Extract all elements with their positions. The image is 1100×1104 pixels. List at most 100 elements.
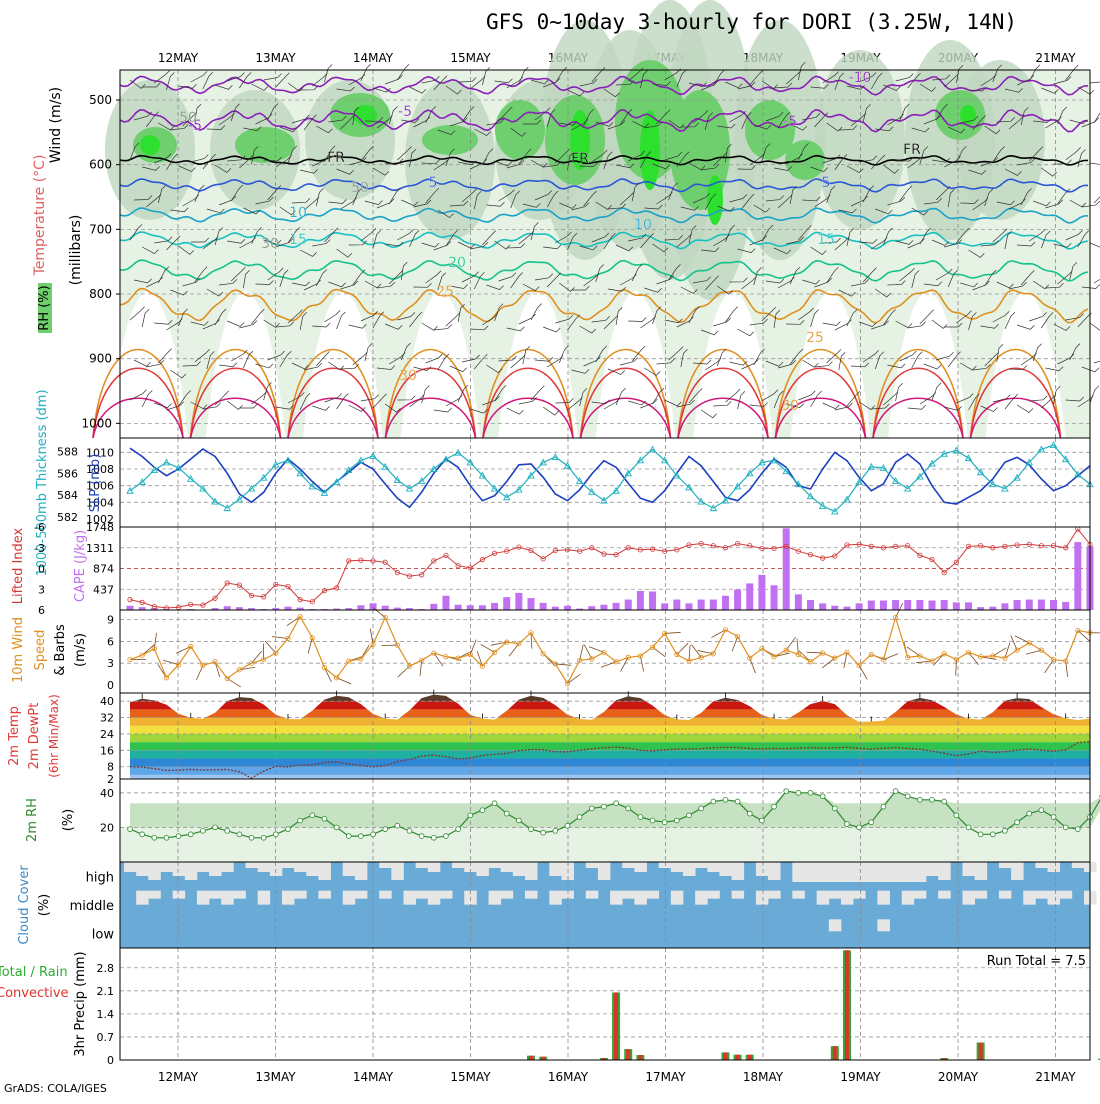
cloud-clear-cell [829,862,842,882]
cape-bar [479,605,486,610]
cape-bar [430,604,437,610]
cloud-clear-cell [294,862,307,872]
cloud-clear-cell [756,862,769,876]
rh-point [176,834,181,839]
rh-shade-bright [640,110,660,190]
cape-bar [807,600,814,610]
contour-label: 15 [817,232,835,248]
precip-panel-frame [120,948,1090,1060]
cloud-ylabel-1: Cloud Cover [17,865,32,945]
cloud-clear-cell [258,862,271,872]
cloud-clear-cell [489,891,502,905]
contour-label: 25 [436,284,454,300]
temp-band [120,718,1090,726]
cloud-clear-cell [671,862,684,872]
wind-ylabel-3: & Barbs [53,624,68,676]
cloud-clear-cell [647,891,660,899]
slp-line [130,448,1090,507]
rh-shade-bright [960,105,976,125]
cloud-clear-cell [914,891,927,899]
precip-conv-bar [748,1055,752,1060]
cape-bar [831,606,838,610]
rh-shade-bright [140,135,160,155]
temp-band [120,750,1090,758]
rh-point [249,835,254,840]
rh-point [261,835,266,840]
cloud-clear-cell [707,862,720,872]
credit-text: GrADS: COLA/IGES [4,1082,107,1095]
chart-title: GFS 0~10day 3-hourly for DORI (3.25W, 14… [486,10,1017,34]
rh-point [881,804,886,809]
cloud-clear-cell [695,891,708,905]
rh-point [516,818,521,823]
cloud-clear-cell [902,862,915,882]
temp-band [120,701,1090,709]
contour-label: -5 [398,104,412,120]
temp-ylabel-2: 2m DewPt [27,703,42,770]
rh-point [1039,808,1044,813]
time-tick-label-top: 21MAY [1035,51,1076,65]
cape-bar [1074,542,1081,610]
rh-point [784,789,789,794]
cape-tick-label: 1311 [86,542,114,555]
contour-label: 20 [448,255,466,271]
upper-ylabel-rh: RH (%) [37,285,52,330]
cloud-clear-cell [853,862,866,882]
upper-ylabel-wind: Wind (m/s) [48,87,64,163]
cape-bar [613,603,620,610]
rh-point [759,818,764,823]
rh-point [310,813,315,818]
rh-point [954,813,959,818]
rh-point [383,827,388,832]
pressure-tick-label: 900 [89,352,112,366]
cloud-clear-cell [355,862,368,880]
cloud-clear-cell [318,891,331,899]
cape-bar [868,601,875,610]
cloud-clear-cell [732,862,745,880]
cape-bar [953,602,960,610]
cloud-clear-cell [501,891,514,899]
cape-bar [929,601,936,610]
cloud-clear-cell [270,862,283,876]
cloud-clear-cell [343,862,356,876]
precip-tick-label: 0 [107,1054,114,1067]
cape-bar [467,605,474,610]
rh-point [845,822,850,827]
temp-tick-label: 16 [100,744,114,757]
cape-bar [916,600,923,610]
thickness-tick-label: 584 [57,489,78,502]
cloud-clear-cell [221,862,234,872]
rh-point [614,801,619,806]
cloud-level-label: low [92,928,115,943]
rh-point [905,794,910,799]
thickness-tick-label: 588 [57,446,78,459]
rh-point [346,834,351,839]
temp-band [120,767,1090,775]
precip-conv-bar [833,1046,837,1060]
contour-label: -5 [783,114,797,130]
pressure-tick-label: 1000 [81,416,112,430]
rh-point [832,806,837,811]
wind-barb [1094,272,1100,283]
time-tick-label-bottom: 15MAY [450,1070,491,1084]
cape-bar [1050,600,1057,610]
rh-point [273,832,278,837]
cloud-clear-cell [877,862,890,882]
precip-conv-bar [529,1056,533,1060]
wind-ylabel-1: 10m Wind [11,617,26,683]
cape-bar [771,585,778,610]
cape-bar [904,600,911,610]
rh-point [1063,825,1068,830]
cloud-clear-cell [318,862,331,880]
wind-tick-label: 3 [107,657,114,670]
time-tick-label-bottom: 20MAY [938,1070,979,1084]
rh-point [201,828,206,833]
cloud-clear-cell [707,891,720,899]
wind-ylabel-4: (m/s) [73,633,88,667]
precip-conv-bar [979,1043,983,1060]
rh-point [188,832,193,837]
contour-label: -10 [849,70,872,86]
precip-tick-label: 2.1 [97,985,115,998]
cloud-clear-cell [975,862,988,880]
rh-point [334,825,339,830]
